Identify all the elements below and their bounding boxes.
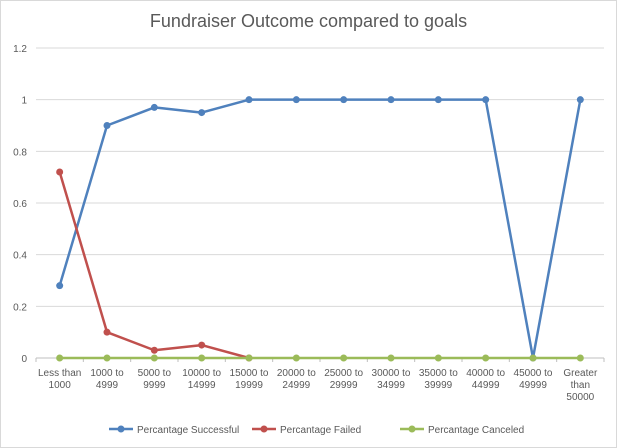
data-point	[245, 354, 253, 362]
y-tick-label: 1	[21, 96, 27, 107]
data-point	[103, 354, 111, 362]
legend-label: Percantage Failed	[280, 425, 361, 436]
data-point	[56, 168, 64, 176]
data-point	[198, 341, 206, 349]
data-point	[434, 96, 442, 104]
series-line-1	[58, 98, 582, 360]
y-tick-label: 0.6	[13, 199, 27, 210]
legend-label: Percantage Canceled	[428, 425, 524, 436]
legend-marker	[408, 425, 416, 433]
data-point	[482, 96, 490, 104]
x-tick-label: Greater than 50000	[563, 368, 598, 403]
legend-marker	[117, 425, 125, 433]
y-tick-label: 0.8	[13, 147, 27, 158]
data-point	[292, 354, 300, 362]
data-point	[245, 96, 253, 104]
data-point	[576, 96, 584, 104]
x-tick-label: 30000 to 34999	[372, 368, 411, 391]
y-tick-label: 0.2	[13, 302, 27, 313]
x-tick-label: Less than 1000	[38, 368, 81, 391]
x-tick-label: 15000 to 19999	[230, 368, 269, 391]
y-tick-label: 0	[21, 354, 27, 365]
data-point	[150, 346, 158, 354]
x-tick-label: 35000 to 39999	[419, 368, 458, 391]
x-tick-label: 25000 to 29999	[324, 368, 363, 391]
data-point	[387, 96, 395, 104]
legend-marker	[260, 425, 268, 433]
legend-label: Percantage Successful	[137, 425, 239, 436]
x-tick-label: 1000 to 4999	[90, 368, 124, 391]
data-point	[576, 354, 584, 362]
data-point	[198, 109, 206, 117]
x-tick-label: 40000 to 44999	[466, 368, 505, 391]
data-point	[56, 282, 64, 290]
chart-title: Fundraiser Outcome compared to goals	[149, 11, 468, 31]
series-line-2	[58, 171, 250, 360]
x-tick-label: 20000 to 24999	[277, 368, 316, 391]
data-point	[198, 354, 206, 362]
data-point	[150, 103, 158, 111]
x-tick-label: 10000 to 14999	[182, 368, 221, 391]
data-point	[387, 354, 395, 362]
data-point	[56, 354, 64, 362]
x-tick-label: 5000 to 9999	[138, 368, 172, 391]
data-point	[482, 354, 490, 362]
data-point	[529, 354, 537, 362]
data-point	[150, 354, 158, 362]
data-point	[340, 354, 348, 362]
y-tick-label: 0.4	[13, 251, 27, 262]
data-point	[340, 96, 348, 104]
data-point	[103, 122, 111, 129]
x-tick-label: 45000 to 49999	[514, 368, 553, 391]
data-point	[292, 96, 300, 104]
data-point	[103, 328, 111, 336]
y-tick-label: 1.2	[13, 44, 27, 55]
data-point	[434, 354, 442, 362]
